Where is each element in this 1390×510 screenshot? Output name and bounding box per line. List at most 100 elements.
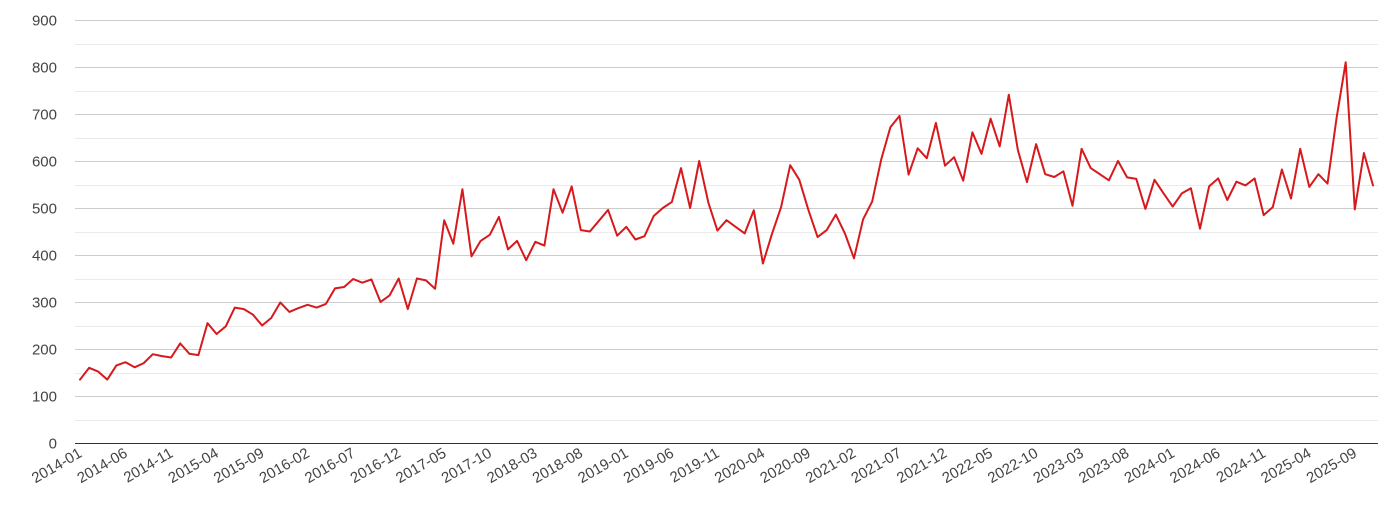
grid-lines: [75, 20, 1378, 421]
data-point: [997, 143, 1003, 149]
data-point: [86, 365, 92, 371]
data-point: [1042, 171, 1048, 177]
data-point: [478, 238, 484, 244]
data-point: [1352, 206, 1358, 212]
x-tick-label: 2019-11: [667, 445, 722, 487]
data-point: [1233, 179, 1239, 185]
data-point: [1370, 182, 1376, 188]
data-point: [414, 276, 420, 282]
data-point: [560, 210, 566, 216]
data-point: [614, 233, 620, 239]
data-point: [113, 362, 119, 368]
data-point: [742, 230, 748, 236]
data-point: [241, 306, 247, 312]
data-point: [687, 205, 693, 211]
data-point: [286, 309, 292, 315]
data-point: [942, 163, 948, 169]
x-tick-label: 2021-02: [803, 445, 859, 487]
data-point: [988, 116, 994, 122]
data-point: [833, 212, 839, 218]
y-tick-label: 400: [32, 248, 57, 265]
data-point: [733, 224, 739, 230]
data-point: [341, 284, 347, 290]
data-point: [1097, 171, 1103, 177]
data-point: [678, 165, 684, 171]
data-point: [1206, 183, 1212, 189]
data-point: [1133, 176, 1139, 182]
data-point: [623, 224, 629, 230]
data-point: [1315, 171, 1321, 177]
data-point: [951, 154, 957, 160]
x-tick-label: 2025-04: [1258, 445, 1314, 487]
data-point: [878, 156, 884, 162]
data-point: [642, 233, 648, 239]
data-point: [1124, 174, 1130, 180]
data-point: [150, 351, 156, 357]
series-line: [79, 61, 1374, 381]
data-point: [432, 286, 438, 292]
data-point: [806, 207, 812, 213]
data-point: [1142, 206, 1148, 212]
data-point: [587, 229, 593, 235]
data-point: [1006, 92, 1012, 98]
data-point: [1051, 174, 1057, 180]
data-point: [259, 323, 265, 329]
x-tick-label: 2016-02: [256, 445, 312, 487]
data-point: [969, 129, 975, 135]
x-tick-label: 2015-09: [211, 445, 267, 487]
data-point: [696, 158, 702, 164]
data-point: [277, 300, 283, 306]
data-point: [1170, 204, 1176, 210]
data-point: [459, 186, 465, 192]
x-tick-label: 2017-05: [393, 445, 449, 487]
x-tick-label: 2020-09: [757, 445, 813, 487]
data-point: [1161, 190, 1167, 196]
y-tick-label: 300: [32, 295, 57, 312]
x-tick-label: 2016-12: [348, 445, 404, 487]
data-point: [578, 227, 584, 233]
data-point: [296, 305, 302, 311]
data-point: [897, 113, 903, 119]
data-point: [487, 232, 493, 238]
data-point: [368, 276, 374, 282]
data-point: [824, 227, 830, 233]
y-tick-label: 700: [32, 107, 57, 124]
data-point: [551, 186, 557, 192]
data-point: [815, 234, 821, 240]
x-tick-label: 2017-10: [439, 445, 495, 487]
x-tick-label: 2021-12: [894, 445, 950, 487]
data-point: [915, 145, 921, 151]
data-point: [514, 238, 520, 244]
y-tick-label: 800: [32, 60, 57, 77]
data-point: [796, 177, 802, 183]
data-point: [1060, 168, 1066, 174]
data-point: [842, 230, 848, 236]
data-point: [979, 151, 985, 157]
data-point: [1115, 158, 1121, 164]
data-point: [532, 239, 538, 245]
data-point: [205, 320, 211, 326]
data-point: [405, 306, 411, 312]
y-tick-label: 900: [32, 13, 57, 30]
data-point: [724, 217, 730, 223]
data-point: [423, 277, 429, 283]
data-point: [1024, 179, 1030, 185]
data-point: [314, 305, 320, 311]
data-point: [1179, 190, 1185, 196]
x-tick-label: 2016-07: [302, 445, 358, 487]
x-tick-label: 2024-06: [1167, 445, 1223, 487]
data-point: [769, 231, 775, 237]
data-point: [378, 299, 384, 305]
plot-area: [79, 61, 1376, 381]
data-point: [869, 198, 875, 204]
data-point: [1252, 175, 1258, 181]
data-point: [1224, 197, 1230, 203]
y-tick-label: 200: [32, 342, 57, 359]
data-point: [441, 217, 447, 223]
data-point: [223, 323, 229, 329]
data-point: [569, 183, 575, 189]
y-tick-label: 100: [32, 389, 57, 406]
data-point: [141, 360, 147, 366]
data-point: [323, 301, 329, 307]
